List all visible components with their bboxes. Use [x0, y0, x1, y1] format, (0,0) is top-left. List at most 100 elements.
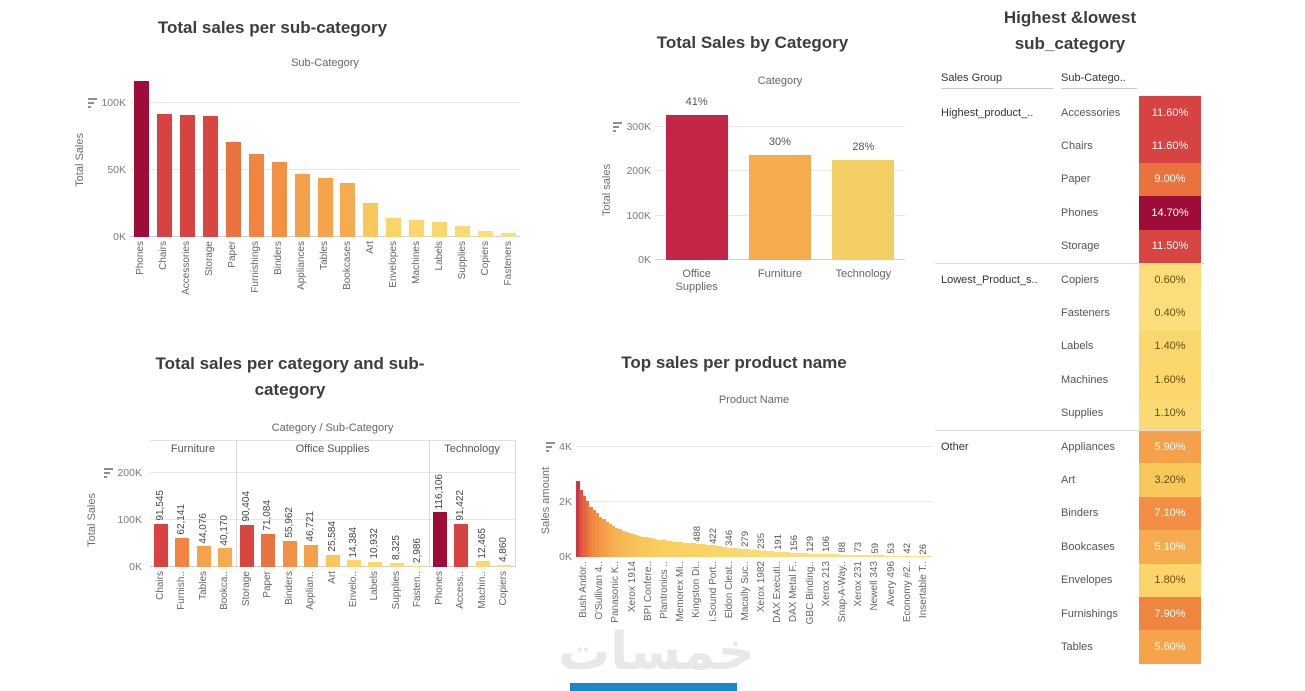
bar[interactable] [271, 162, 287, 237]
bar[interactable] [225, 141, 241, 237]
area-bar[interactable] [686, 542, 690, 557]
area-bar[interactable] [715, 545, 719, 557]
bar[interactable] [411, 565, 426, 567]
area-bar[interactable] [747, 549, 752, 557]
bar[interactable] [317, 177, 333, 237]
area-bar[interactable] [754, 550, 758, 557]
area-bar[interactable] [792, 552, 797, 557]
bar[interactable] [202, 115, 218, 237]
percent-cell[interactable]: 11.60% [1139, 96, 1201, 130]
area-bar[interactable] [627, 533, 632, 557]
area-bar[interactable] [883, 555, 888, 557]
sort-icon[interactable] [613, 122, 624, 132]
area-bar[interactable] [802, 553, 807, 557]
area-bar[interactable] [676, 542, 680, 557]
area-bar[interactable] [731, 547, 735, 557]
area-bar[interactable] [773, 551, 778, 557]
area-bar[interactable] [656, 539, 661, 557]
area-bar[interactable] [779, 551, 784, 557]
area-bar[interactable] [796, 552, 800, 557]
area-bar[interactable] [579, 489, 583, 557]
area-bar[interactable] [838, 554, 842, 557]
area-bar[interactable] [818, 553, 823, 557]
bar[interactable] [175, 537, 190, 567]
area-bar[interactable] [695, 543, 700, 557]
area-bar[interactable] [876, 555, 881, 557]
area-bar[interactable] [757, 550, 761, 557]
area-bar[interactable] [766, 551, 771, 557]
area-bar[interactable] [689, 543, 693, 557]
area-bar[interactable] [679, 542, 684, 557]
area-bar[interactable] [815, 553, 820, 557]
percent-cell[interactable]: 0.40% [1139, 296, 1201, 330]
bar[interactable] [218, 548, 233, 567]
bar[interactable] [432, 512, 447, 567]
area-bar[interactable] [611, 526, 616, 557]
area-bar[interactable] [847, 554, 852, 557]
bar[interactable] [832, 160, 895, 260]
area-bar[interactable] [851, 554, 855, 557]
area-bar[interactable] [621, 530, 625, 557]
area-bar[interactable] [928, 556, 933, 557]
area-bar[interactable] [741, 549, 745, 557]
percent-cell[interactable]: 14.70% [1139, 196, 1201, 230]
percent-cell[interactable]: 0.60% [1139, 264, 1201, 297]
area-bar[interactable] [870, 555, 875, 557]
area-bar[interactable] [601, 519, 606, 557]
bar[interactable] [455, 225, 471, 237]
area-bar[interactable] [909, 555, 913, 557]
area-bar[interactable] [886, 555, 891, 557]
area-bar[interactable] [734, 548, 739, 557]
bar[interactable] [497, 564, 512, 567]
area-bar[interactable] [582, 495, 587, 557]
area-bar[interactable] [831, 554, 836, 557]
area-bar[interactable] [770, 551, 774, 557]
bar[interactable] [475, 561, 490, 567]
area-bar[interactable] [673, 541, 677, 557]
bar[interactable] [153, 524, 168, 567]
bar[interactable] [749, 154, 811, 260]
area-bar[interactable] [906, 555, 910, 557]
percent-cell[interactable]: 11.60% [1139, 129, 1201, 163]
area-bar[interactable] [663, 540, 667, 557]
area-bar[interactable] [682, 542, 687, 557]
area-bar[interactable] [592, 509, 596, 557]
bar[interactable] [501, 233, 516, 237]
area-bar[interactable] [896, 555, 901, 557]
sort-icon[interactable] [546, 442, 557, 452]
area-bar[interactable] [760, 550, 765, 557]
area-bar[interactable] [666, 540, 671, 557]
bar[interactable] [340, 183, 356, 237]
area-bar[interactable] [860, 555, 865, 557]
area-bar[interactable] [643, 537, 648, 557]
bar[interactable] [454, 524, 469, 567]
area-bar[interactable] [864, 555, 868, 557]
area-bar[interactable] [922, 556, 926, 557]
percent-cell[interactable]: 5.10% [1139, 530, 1201, 564]
bar[interactable] [134, 81, 149, 237]
bar[interactable] [363, 202, 379, 237]
percent-cell[interactable]: 7.10% [1139, 496, 1201, 531]
area-bar[interactable] [614, 527, 619, 557]
area-bar[interactable] [640, 536, 645, 557]
area-bar[interactable] [737, 548, 742, 557]
area-bar[interactable] [834, 554, 839, 557]
area-bar[interactable] [873, 555, 878, 557]
bar[interactable] [248, 153, 264, 237]
area-bar[interactable] [854, 554, 858, 557]
percent-cell[interactable]: 1.10% [1139, 396, 1201, 430]
area-bar[interactable] [595, 513, 600, 557]
area-bar[interactable] [763, 550, 768, 557]
percent-cell[interactable]: 5.90% [1139, 431, 1201, 464]
area-bar[interactable] [776, 551, 781, 557]
area-bar[interactable] [634, 534, 638, 557]
area-bar[interactable] [880, 555, 884, 557]
area-bar[interactable] [718, 546, 723, 557]
percent-cell[interactable]: 1.80% [1139, 563, 1201, 597]
area-bar[interactable] [857, 555, 862, 557]
area-bar[interactable] [889, 555, 894, 557]
area-bar[interactable] [799, 553, 803, 557]
area-bar[interactable] [844, 554, 849, 557]
percent-cell[interactable]: 1.60% [1139, 363, 1201, 397]
area-bar[interactable] [902, 555, 907, 557]
